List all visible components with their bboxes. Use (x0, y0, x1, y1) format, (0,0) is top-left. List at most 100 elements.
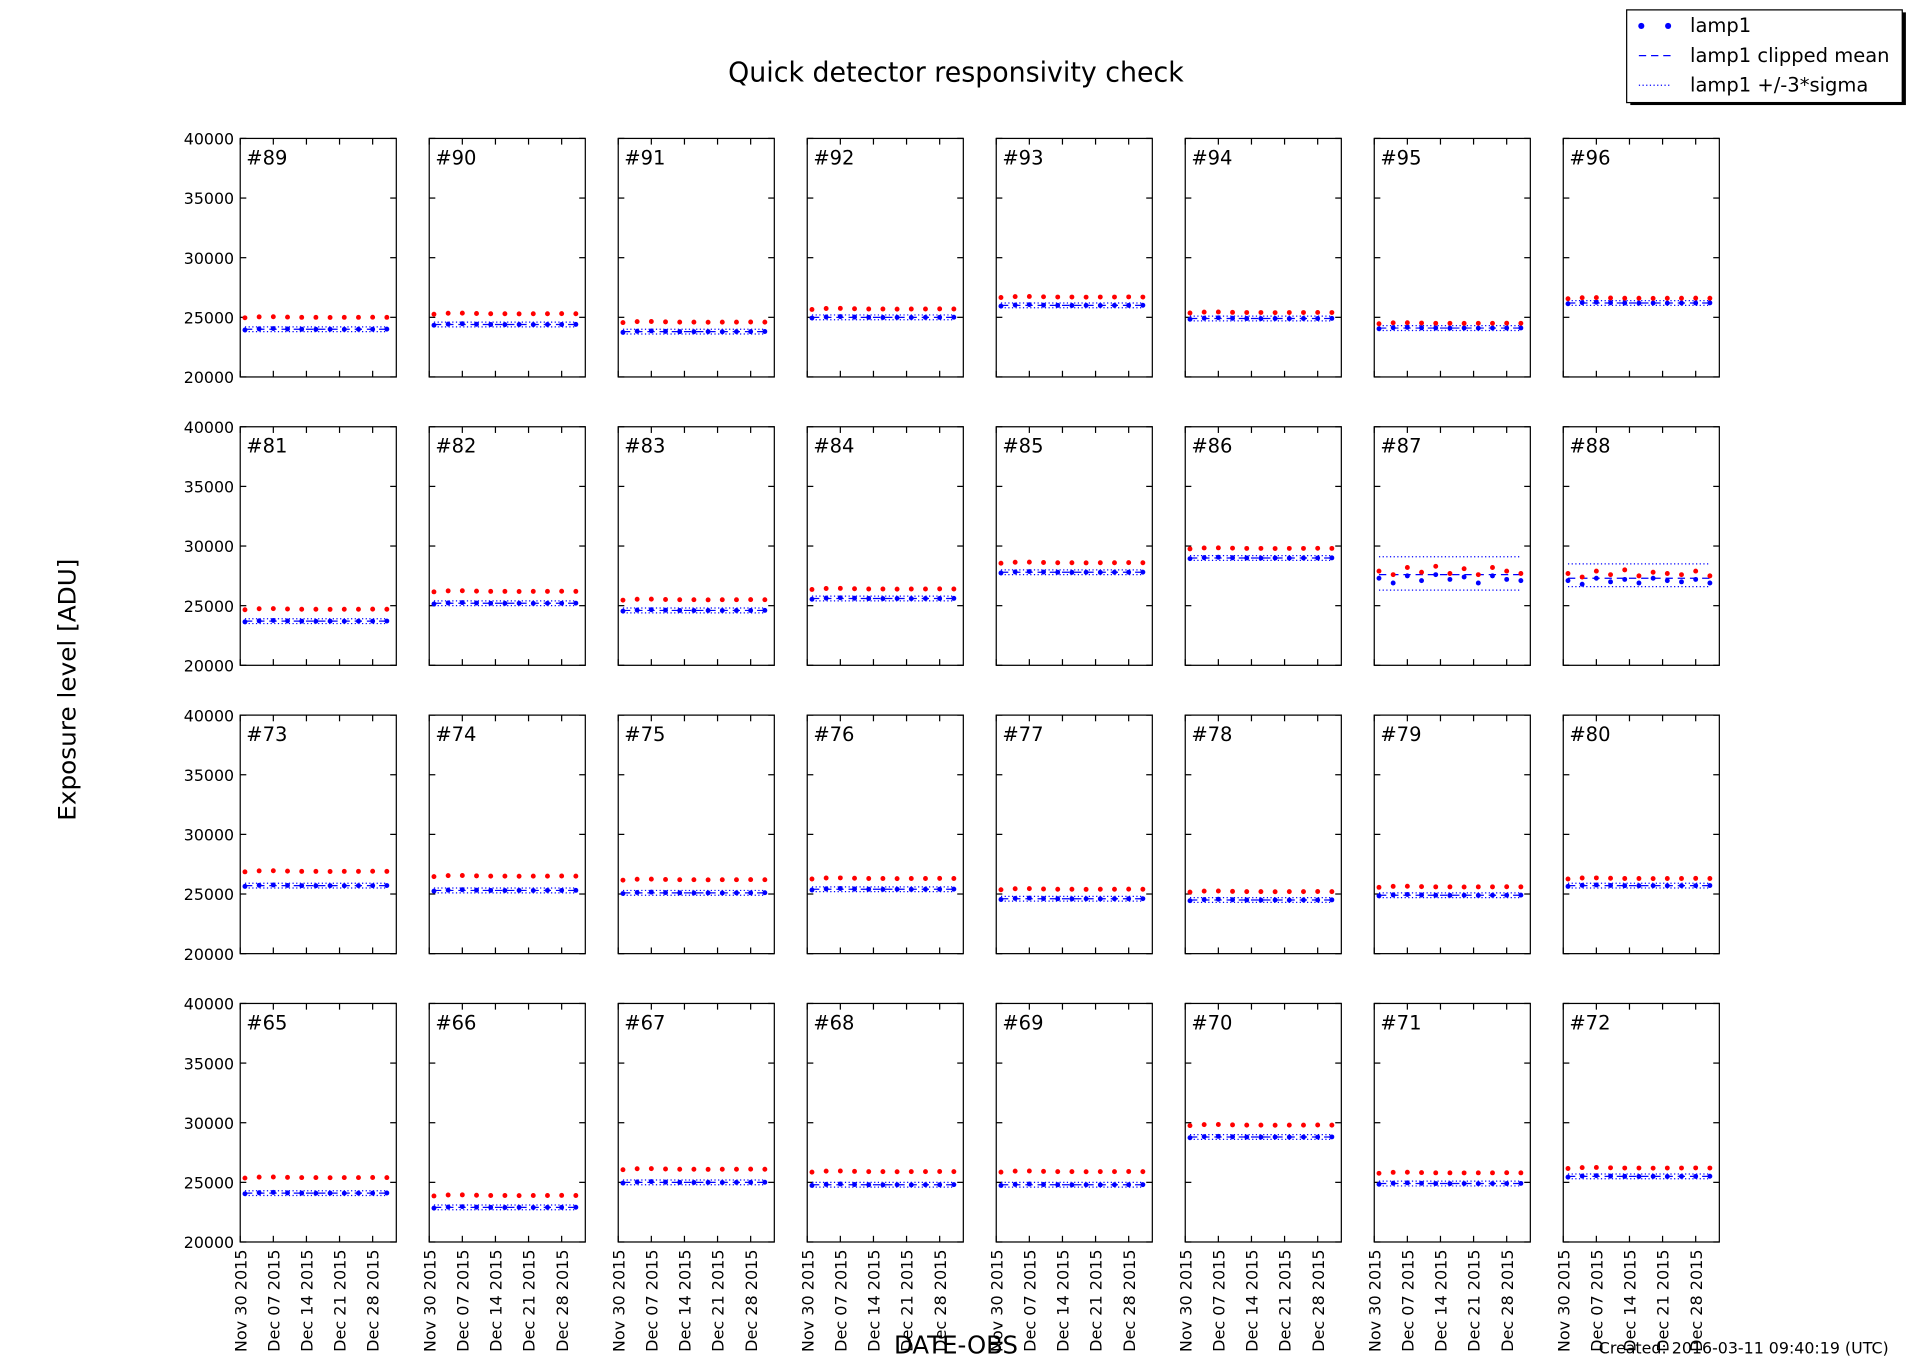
data-point (1679, 876, 1684, 881)
data-point (1140, 896, 1146, 902)
data-point (1286, 310, 1292, 316)
data-point (1069, 896, 1075, 902)
x-tick-label: Dec 07 2015 (454, 1249, 473, 1351)
data-point (1433, 563, 1439, 569)
data-point (866, 306, 872, 312)
data-point (894, 1182, 900, 1188)
data-point (1622, 576, 1628, 582)
data-point (866, 314, 872, 320)
data-point (1608, 295, 1613, 301)
data-point (1565, 301, 1571, 307)
data-point (1376, 326, 1382, 332)
data-point (341, 883, 347, 889)
data-point (762, 890, 768, 896)
data-point (1679, 579, 1684, 585)
data-point (327, 326, 333, 332)
data-point (880, 306, 886, 312)
data-point (1504, 892, 1510, 898)
data-point (545, 1193, 550, 1198)
data-point (1215, 1133, 1221, 1139)
data-point (1579, 1173, 1585, 1179)
data-point (1404, 1169, 1410, 1175)
data-point (1230, 888, 1235, 894)
data-point (445, 1192, 451, 1198)
data-point (341, 1190, 347, 1196)
data-point (894, 886, 900, 892)
y-tick-label: 30000 (184, 825, 234, 844)
data-point (1126, 1169, 1132, 1174)
data-point (370, 1174, 376, 1180)
data-point (1565, 1166, 1571, 1171)
data-point (270, 1174, 276, 1180)
data-point (1112, 886, 1117, 892)
data-point (719, 597, 725, 603)
data-point (1664, 1174, 1670, 1179)
y-tick-label: 25000 (184, 885, 234, 904)
data-point (1140, 302, 1146, 308)
data-point (299, 883, 305, 889)
x-tick-label: Dec 28 2015 (742, 1249, 761, 1351)
data-point (648, 889, 654, 895)
data-point (1664, 883, 1670, 889)
panel-label: #96 (1569, 146, 1610, 169)
data-point (1447, 892, 1453, 898)
data-point (327, 1190, 333, 1196)
data-point (734, 597, 739, 603)
data-point (691, 1180, 697, 1185)
data-point (1376, 1170, 1382, 1176)
data-point (1140, 569, 1146, 575)
data-point (823, 875, 829, 881)
data-point (1258, 1134, 1264, 1140)
data-point (1329, 555, 1335, 561)
data-point (998, 570, 1004, 576)
data-point (809, 876, 815, 882)
panel-label: #89 (246, 146, 287, 169)
data-point (1112, 1182, 1117, 1188)
y-tick-label: 40000 (184, 995, 234, 1014)
data-point (923, 1182, 928, 1188)
data-point (663, 1166, 668, 1172)
data-point (1026, 1168, 1032, 1174)
data-point (1490, 565, 1495, 570)
data-point (356, 314, 361, 320)
data-point (313, 1175, 319, 1181)
data-point (1608, 572, 1613, 578)
data-point (1301, 1134, 1306, 1140)
data-point (1083, 569, 1089, 575)
data-point (1593, 568, 1599, 574)
data-point (341, 868, 347, 874)
y-tick-label: 25000 (184, 597, 234, 616)
data-point (1504, 1170, 1510, 1176)
data-point (313, 1190, 319, 1196)
data-point (852, 595, 857, 601)
data-point (951, 1169, 957, 1175)
data-point (370, 326, 376, 332)
data-point (1286, 555, 1292, 561)
data-point (634, 1179, 640, 1185)
legend-label: lamp1 +/-3*sigma (1690, 73, 1868, 96)
data-point (1244, 1134, 1250, 1140)
data-point (1390, 883, 1396, 889)
data-point (1518, 892, 1524, 898)
data-point (270, 606, 276, 612)
data-point (937, 314, 943, 320)
data-point (431, 322, 437, 328)
legend-box (1626, 9, 1903, 104)
data-point (573, 1204, 579, 1210)
data-point (1475, 1170, 1481, 1176)
data-point (1215, 545, 1221, 551)
data-point (1069, 569, 1075, 575)
data-point (1026, 302, 1032, 308)
data-point (573, 321, 579, 327)
data-point (573, 588, 579, 594)
data-point (445, 310, 451, 316)
data-point (488, 311, 494, 317)
x-tick-label: Nov 30 2015 (1176, 1249, 1195, 1352)
data-point (748, 877, 754, 883)
data-point (327, 868, 333, 874)
x-tick-label: Dec 07 2015 (1021, 1249, 1040, 1351)
data-point (951, 595, 957, 601)
data-point (1286, 316, 1292, 322)
data-point (1433, 1181, 1439, 1187)
